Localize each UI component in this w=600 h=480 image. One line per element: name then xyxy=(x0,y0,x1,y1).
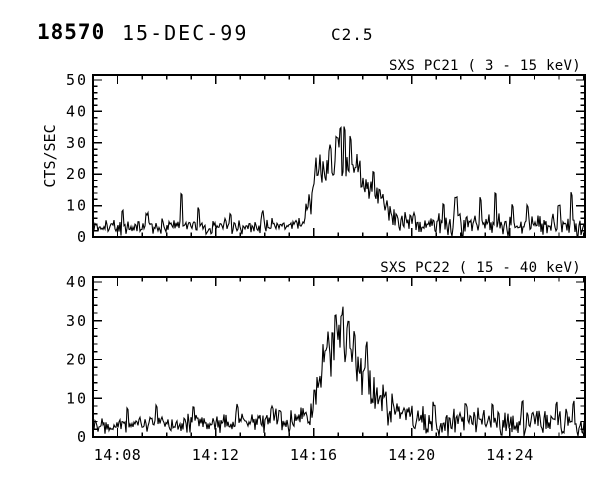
observation-date: 15-DEC-99 xyxy=(122,21,249,45)
goes-class: C2.5 xyxy=(331,25,374,44)
y-tick-label: 40 xyxy=(66,273,88,291)
x-tick-label: 14:08 xyxy=(94,446,142,464)
y-tick-label: 10 xyxy=(66,197,88,215)
y-tick-label: 0 xyxy=(77,228,88,246)
x-tick-label: 14:24 xyxy=(486,446,534,464)
y-tick-label: 30 xyxy=(66,134,88,152)
panel-pc21: SXS PC21 ( 3 - 15 keV) CTS/SEC 0 10 20 30 40 50 xyxy=(41,58,586,246)
event-id: 18570 xyxy=(37,20,106,44)
panel-pc22: SXS PC22 ( 15 - 40 keV) 14:08 14:12 14:16 14… xyxy=(66,260,586,464)
x-tick-label: 14:20 xyxy=(388,446,436,464)
lightcurve-trace-pc21 xyxy=(92,126,586,237)
panel-title-pc22: SXS PC22 ( 15 - 40 keV) xyxy=(380,260,581,276)
y-tick-label: 20 xyxy=(66,165,88,183)
y-tick-label: 40 xyxy=(66,102,88,120)
panel-title-pc21: SXS PC21 ( 3 - 15 keV) xyxy=(389,58,581,74)
lightcurve-trace-pc22 xyxy=(92,306,586,437)
y-tick-label: 10 xyxy=(66,389,88,407)
x-tick-label: 14:16 xyxy=(290,446,338,464)
plot-box-pc22 xyxy=(92,276,586,438)
x-tick-label: 14:12 xyxy=(192,446,240,464)
y-tick-label: 50 xyxy=(66,71,88,89)
y-tick-label: 20 xyxy=(66,351,88,369)
y-tick-label: 0 xyxy=(77,428,88,446)
y-axis-label: CTS/SEC xyxy=(41,124,59,187)
y-tick-label: 30 xyxy=(66,312,88,330)
